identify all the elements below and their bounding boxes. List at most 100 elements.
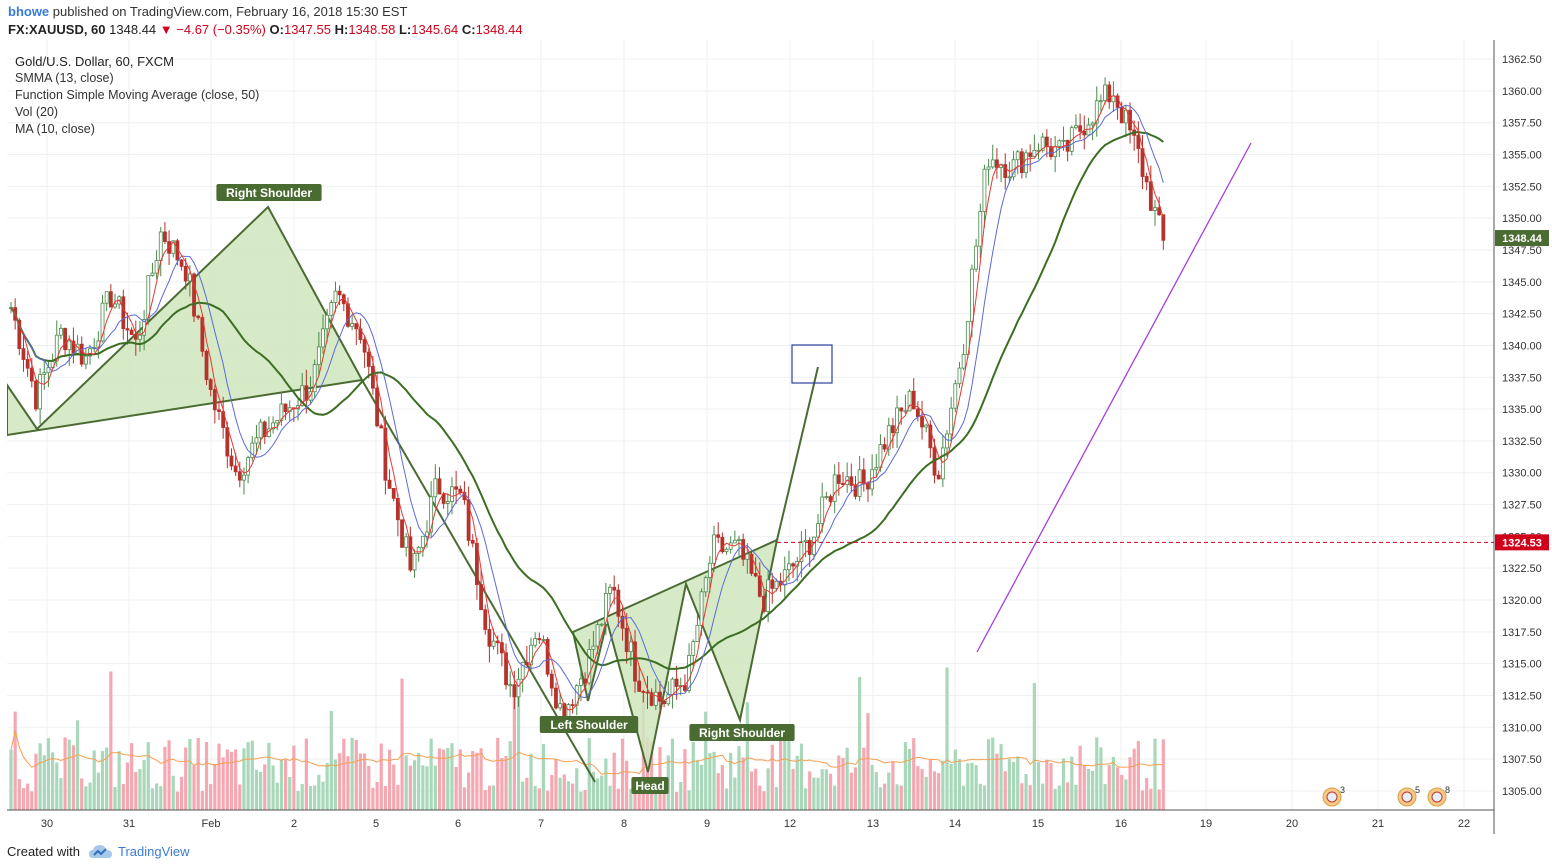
volume-bar — [429, 738, 433, 810]
candle-body — [699, 591, 704, 626]
volume-bar — [1070, 756, 1074, 810]
volume-bar — [883, 783, 887, 810]
volume-bar — [962, 785, 966, 810]
candle-body — [787, 563, 791, 571]
candle-body — [915, 408, 920, 417]
candle-body — [728, 542, 733, 550]
symbol-label[interactable]: FX:XAUUSD, 60 — [8, 22, 106, 37]
candle-body — [354, 323, 359, 330]
volume-bar — [699, 764, 704, 810]
y-tick-label: 1310.00 — [1502, 722, 1542, 734]
candle-body — [371, 366, 375, 389]
candle-body — [587, 649, 592, 684]
volume-bar — [575, 768, 579, 810]
tradingview-link[interactable]: TradingView — [118, 844, 190, 859]
candle-body — [982, 168, 987, 212]
candle-body — [229, 455, 234, 467]
candle-body — [154, 260, 159, 274]
y-tick-label: 1317.50 — [1502, 627, 1542, 639]
volume-bar — [325, 762, 329, 810]
candle-body — [749, 553, 754, 574]
candle-body — [337, 290, 342, 296]
volume-bar — [874, 772, 878, 810]
candle-body — [34, 380, 38, 410]
volume-bar — [321, 781, 325, 810]
candle-body — [1090, 122, 1095, 126]
candle-body — [816, 523, 820, 538]
volume-bar — [866, 713, 870, 810]
candle-body — [258, 421, 263, 439]
candle-body — [1161, 214, 1166, 241]
x-tick-label: 21 — [1372, 818, 1384, 830]
candle-body — [499, 642, 504, 654]
legend-ma10[interactable]: MA (10, close) — [15, 122, 95, 136]
price-chart[interactable]: 1305.00 1307.50 1310.00 1312.50 1315.00 1317.… — [7, 40, 1552, 840]
volume-bar — [155, 783, 159, 810]
volume-bar — [1145, 778, 1149, 810]
low-label: L: — [398, 22, 412, 37]
candle-body — [891, 425, 895, 434]
volume-bar — [304, 738, 308, 810]
candle-body — [404, 536, 409, 548]
candle-body — [516, 678, 521, 698]
candle-body — [100, 302, 105, 342]
legend-smma[interactable]: SMMA (13, close) — [15, 71, 114, 85]
volume-bar — [907, 748, 912, 810]
volume-bar — [724, 788, 729, 810]
candle-body — [466, 499, 471, 541]
volume-bar — [1036, 762, 1041, 810]
legend-vol[interactable]: Vol (20) — [15, 105, 59, 119]
candle-body — [803, 539, 808, 543]
volume-bar — [358, 753, 363, 810]
volume-bar — [213, 763, 217, 810]
volume-bar — [234, 749, 238, 810]
volume-bar — [179, 776, 184, 810]
volume-bar — [1078, 745, 1082, 810]
volume-bar — [1111, 757, 1115, 810]
volume-bar — [475, 752, 479, 810]
candle-body — [712, 534, 716, 564]
volume-bar — [891, 761, 895, 810]
volume-bar — [392, 764, 396, 810]
volume-bar — [853, 767, 858, 810]
candle-body — [820, 496, 825, 524]
volume-bar — [662, 787, 666, 810]
candle-body — [1049, 146, 1053, 158]
candle-body — [620, 615, 625, 629]
volume-bar — [433, 765, 437, 810]
volume-bar — [791, 768, 795, 810]
volume-bar — [367, 765, 371, 810]
candle-body — [1007, 176, 1012, 179]
candle-body — [1003, 164, 1008, 179]
author-link[interactable]: bhowe — [8, 4, 50, 19]
volume-bar — [84, 786, 88, 810]
candle-body — [246, 457, 251, 476]
y-tick-label: 1315.00 — [1502, 659, 1542, 671]
x-tick-label: Feb — [202, 818, 221, 830]
candle-body — [375, 387, 379, 427]
candle-body — [595, 624, 600, 647]
volume-bar — [820, 769, 824, 810]
candle-body — [217, 409, 221, 413]
volume-bar — [754, 768, 758, 810]
uptrend-line — [976, 142, 1252, 653]
candle-body — [187, 273, 192, 282]
volume-bar — [109, 671, 113, 810]
publish-info: published on TradingView.com, February 1… — [52, 4, 408, 19]
volume-bar — [903, 742, 907, 810]
candle-body — [624, 627, 629, 653]
candle-body — [724, 548, 729, 553]
volume-bar — [142, 759, 146, 810]
volume-bar — [113, 786, 117, 810]
volume-bar — [292, 745, 296, 810]
y-tick-label: 1337.50 — [1502, 372, 1542, 384]
volume-bar — [512, 691, 516, 810]
candle-body — [520, 661, 525, 680]
candle-body — [283, 403, 288, 413]
volume-bar — [899, 785, 903, 810]
legend-sma50[interactable]: Function Simple Moving Average (close, 5… — [15, 88, 260, 102]
candle-body — [853, 484, 858, 497]
candle-body — [799, 541, 804, 562]
volume-bar — [737, 746, 741, 810]
bottom-pattern-shape — [571, 538, 779, 773]
